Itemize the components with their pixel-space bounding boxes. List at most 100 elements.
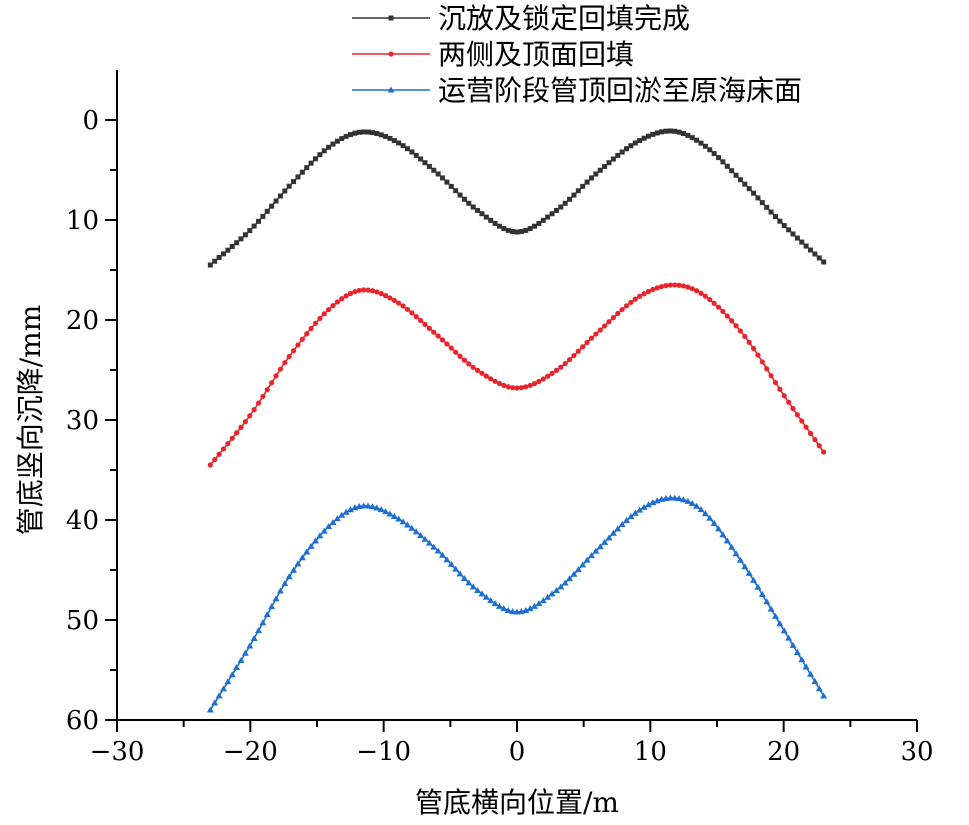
data-point [299, 169, 305, 175]
data-point [474, 367, 481, 373]
data-point [316, 532, 324, 539]
data-point [237, 657, 245, 664]
data-point [460, 574, 468, 581]
data-point [820, 692, 828, 699]
data-point [742, 333, 748, 340]
legend-item-3: 运营阶段管顶回淤至原海床面 [352, 74, 802, 107]
data-point [812, 251, 818, 257]
data-point [785, 634, 793, 641]
data-point [715, 304, 722, 310]
data-point [553, 367, 560, 373]
x-tick-label: 10 [634, 737, 667, 767]
data-point [263, 611, 271, 618]
data-point [628, 143, 634, 149]
data-point [426, 325, 432, 331]
data-point [264, 208, 270, 214]
data-point [333, 515, 341, 522]
data-point [767, 605, 775, 612]
data-point [531, 381, 538, 387]
data-point [645, 133, 651, 139]
data-point [290, 566, 298, 573]
data-point [264, 387, 270, 393]
data-point [466, 200, 472, 206]
legend-marker [387, 86, 395, 93]
legend-label: 两侧及顶面回填 [438, 38, 634, 71]
data-point [684, 497, 692, 504]
data-point [781, 223, 787, 229]
data-point [514, 385, 520, 391]
data-point [330, 141, 336, 147]
data-point [584, 179, 590, 185]
data-point [470, 364, 476, 370]
data-point [365, 287, 371, 293]
data-point [234, 240, 240, 246]
data-point [276, 587, 284, 594]
data-point [466, 361, 472, 367]
data-point [802, 663, 810, 670]
data-point [268, 603, 276, 610]
data-point [549, 370, 555, 376]
data-point [746, 186, 752, 192]
data-point [216, 255, 222, 261]
data-point [745, 569, 753, 576]
data-point [304, 165, 310, 171]
data-point [216, 451, 222, 457]
data-point [571, 352, 577, 359]
data-point [448, 183, 454, 189]
data-point [225, 247, 231, 253]
data-point [558, 364, 564, 370]
data-point [259, 619, 267, 626]
x-axis-title: 管底横向位置/m [415, 786, 619, 819]
data-point [637, 138, 643, 144]
data-point [671, 494, 679, 501]
x-tick-label: −20 [223, 737, 278, 767]
data-point [247, 228, 253, 234]
data-point [470, 204, 476, 210]
data-point [764, 366, 770, 372]
data-point [317, 315, 323, 322]
data-point [755, 195, 761, 201]
data-point [758, 590, 766, 597]
data-point [602, 163, 608, 169]
data-point [624, 146, 630, 152]
data-point [750, 345, 757, 352]
data-point [580, 344, 586, 350]
data-point [698, 290, 704, 296]
data-point [609, 529, 617, 536]
data-point [799, 239, 805, 245]
data-point [224, 678, 232, 685]
data-point [334, 138, 340, 144]
data-point [229, 435, 235, 441]
data-point [777, 386, 783, 392]
data-point [553, 207, 559, 213]
data-point [238, 236, 244, 242]
data-point [501, 226, 507, 232]
data-point [771, 612, 779, 619]
data-point [710, 519, 718, 526]
data-point [663, 128, 669, 134]
axes [105, 70, 918, 732]
data-point [229, 244, 235, 250]
data-point [694, 288, 700, 294]
data-point [212, 456, 218, 463]
data-point [545, 373, 551, 379]
data-point [799, 418, 805, 424]
data-point [456, 570, 464, 577]
data-point [422, 321, 428, 327]
series-line [209, 130, 825, 266]
data-point [693, 502, 701, 509]
data-point [729, 318, 735, 324]
data-point [772, 214, 778, 220]
data-point [422, 160, 428, 166]
data-point [483, 373, 489, 379]
data-point [400, 303, 406, 309]
data-point [707, 147, 713, 153]
data-point [545, 214, 551, 220]
data-point [531, 602, 539, 609]
data-point [365, 129, 371, 135]
data-point [457, 192, 463, 198]
y-tick-label: 40 [66, 506, 99, 536]
data-point [811, 678, 819, 685]
data-point [273, 198, 279, 204]
data-point [593, 331, 599, 337]
